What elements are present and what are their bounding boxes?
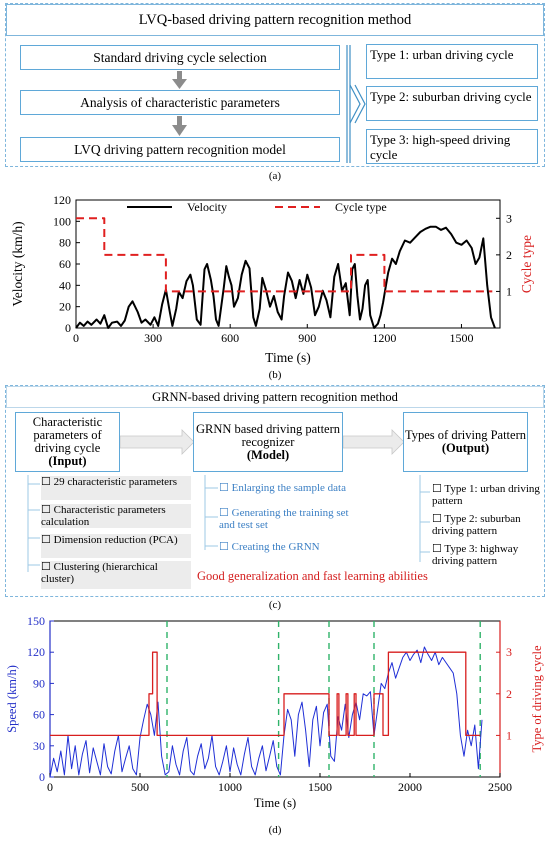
y-tick-label-4: 120	[27, 645, 45, 659]
x-axis-label: Time (s)	[254, 796, 296, 810]
input-item-2: ☐ Characteristic parameters calculation	[41, 504, 191, 528]
input-item-3: ☐ Dimension reduction (PCA)	[41, 534, 191, 558]
y2-tick-label-2: 3	[506, 211, 512, 225]
y-tick-label-5: 150	[27, 614, 45, 628]
output-item-3: ☐ Type 3: highway driving pattern	[432, 543, 519, 567]
panel-a-frame	[5, 3, 545, 167]
y-tick-label-0: 0	[65, 321, 71, 335]
model-title: GRNN based driving pattern recognizer	[195, 421, 341, 449]
model-item-1: ☐ Enlarging the sample data	[219, 482, 346, 494]
y2-tick-label-1: 2	[506, 687, 512, 701]
output-item-2: ☐ Type 2: suburban driving pattern	[432, 513, 521, 537]
y2-axis-label: Cycle type	[519, 235, 534, 293]
y-tick-label-6: 120	[53, 193, 71, 207]
x-tick-label-2: 600	[221, 331, 239, 345]
x-axis-label: Time (s)	[265, 350, 311, 365]
y2-tick-label-0: 1	[506, 284, 512, 298]
panel-c-connectors	[27, 429, 430, 572]
lvq-type-3: Type 3: high-speed driving cycle	[366, 129, 538, 164]
output-title: Types of driving Pattern	[405, 428, 526, 442]
input-tag: (Input)	[48, 454, 87, 468]
input-title: Characteristic parameters of driving cyc…	[32, 415, 103, 455]
caption-c: (c)	[268, 599, 282, 611]
x-tick-label-1: 500	[131, 780, 149, 794]
y-tick-label-3: 60	[59, 257, 71, 271]
panel-c-frame	[5, 385, 545, 597]
series-line-1	[50, 651, 481, 737]
y-tick-label-2: 60	[33, 708, 45, 722]
lvq-type-1: Type 1: urban driving cycle	[366, 44, 538, 79]
input-box: Characteristic parameters of driving cyc…	[15, 412, 120, 472]
y-tick-label-4: 80	[59, 236, 71, 250]
legend-label-0: Velocity	[187, 200, 227, 214]
y-tick-label-3: 90	[33, 676, 45, 690]
lvq-step-2: Analysis of characteristic parameters	[20, 90, 340, 115]
caption-a: (a)	[268, 170, 282, 182]
input-item-4: ☐ Clustering (hierarchical cluster)	[41, 561, 191, 589]
model-tag: (Model)	[246, 447, 290, 462]
x-tick-label-2: 1000	[218, 780, 242, 794]
y-axis-label: Velocity (km/h)	[10, 221, 25, 306]
model-box: GRNN based driving pattern recognizer (M…	[193, 412, 343, 472]
x-tick-label-5: 1500	[449, 331, 473, 345]
y-axis-label: Speed (km/h)	[5, 665, 19, 733]
y2-tick-label-1: 2	[506, 248, 512, 262]
model-item-2: ☐ Generating the training set and test s…	[219, 507, 349, 531]
legend-label-1: Cycle type	[335, 200, 387, 214]
lvq-step-3: LVQ driving pattern recognition model	[20, 137, 340, 162]
y2-tick-label-0: 1	[506, 728, 512, 742]
series-line-0	[75, 225, 496, 329]
grnn-note: Good generalization and fast learning ab…	[197, 569, 428, 583]
x-tick-label-3: 900	[298, 331, 316, 345]
series-line-0	[49, 646, 483, 778]
y-tick-label-2: 40	[59, 278, 71, 292]
panel-a-arrows	[172, 45, 366, 163]
x-tick-label-5: 2500	[488, 780, 512, 794]
speed-chart: 0 500 1000 1500 2000 2500 0 30 60 90 120 150 1 2 3 Time…	[5, 614, 544, 810]
model-item-3: ☐ Creating the GRNN	[219, 541, 320, 553]
x-tick-label-4: 2000	[398, 780, 422, 794]
x-tick-label-3: 1500	[308, 780, 332, 794]
x-tick-label-1: 300	[144, 331, 162, 345]
series-line-1	[76, 217, 493, 293]
caption-d: (d)	[268, 824, 282, 836]
lvq-type-2: Type 2: suburban driving cycle	[366, 86, 538, 121]
velocity-chart: 0 300 600 900 1200 1500 0 20 40 60 80 100 120 1 2 3 Time…	[10, 193, 534, 365]
y-tick-label-1: 20	[59, 300, 71, 314]
lvq-step-1: Standard driving cycle selection	[20, 45, 340, 70]
y-tick-label-5: 100	[53, 214, 71, 228]
output-box: Types of driving Pattern (Output)	[403, 412, 528, 472]
panel-c-title: GRNN-based driving pattern recognition m…	[6, 386, 544, 408]
y-tick-label-1: 30	[33, 739, 45, 753]
x-tick-label-0: 0	[73, 331, 79, 345]
y-tick-label-0: 0	[39, 770, 45, 784]
output-tag: (Output)	[441, 441, 490, 455]
output-item-1: ☐ Type 1: urban driving pattern	[432, 483, 540, 507]
panel-a-title: LVQ-based driving pattern recognition me…	[6, 4, 544, 36]
input-item-1: ☐ 29 characteristic parameters	[41, 476, 191, 500]
plot-frame	[75, 199, 501, 329]
x-tick-label-0: 0	[47, 780, 53, 794]
y2-tick-label-2: 3	[506, 645, 512, 659]
caption-b: (b)	[268, 369, 282, 381]
x-tick-label-4: 1200	[372, 331, 396, 345]
y2-axis-label: Type of driving cycle	[530, 645, 544, 753]
